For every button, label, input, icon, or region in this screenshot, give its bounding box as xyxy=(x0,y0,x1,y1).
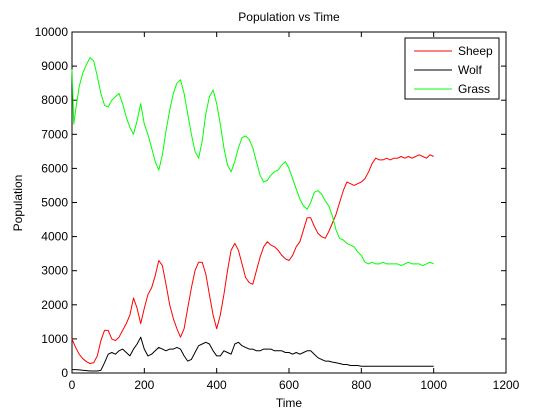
x-tick-label: 200 xyxy=(134,378,154,392)
y-tick-label: 4000 xyxy=(41,230,68,244)
x-axis-ticks: 0 200 400 600 800 1000 1200 xyxy=(69,32,520,392)
y-tick-label: 8000 xyxy=(41,93,68,107)
y-tick-label: 7000 xyxy=(41,127,68,141)
series-line-grass xyxy=(71,57,434,267)
x-axis-label: Time xyxy=(276,396,303,410)
y-tick-label: 10000 xyxy=(35,25,69,39)
y-tick-label: 1000 xyxy=(41,332,68,346)
y-tick-label: 5000 xyxy=(41,196,68,210)
y-tick-label: 2000 xyxy=(41,298,68,312)
x-tick-label: 800 xyxy=(351,378,371,392)
y-tick-label: 9000 xyxy=(41,59,68,73)
legend-label-wolf: Wolf xyxy=(458,63,482,77)
series-lines xyxy=(71,57,434,372)
y-tick-label: 6000 xyxy=(41,161,68,175)
series-line-wolf xyxy=(72,336,434,372)
legend: Sheep Wolf Grass xyxy=(404,37,500,100)
x-tick-label: 400 xyxy=(207,378,227,392)
y-axis-ticks: 0 1000 2000 3000 4000 5000 6000 7000 8000 9000 100… xyxy=(35,25,506,380)
x-tick-label: 1000 xyxy=(420,378,447,392)
y-tick-label: 0 xyxy=(61,366,68,380)
y-tick-label: 3000 xyxy=(41,264,68,278)
legend-label-grass: Grass xyxy=(458,82,490,96)
chart-title: Population vs Time xyxy=(238,10,340,24)
legend-label-sheep: Sheep xyxy=(458,44,493,58)
x-tick-label: 0 xyxy=(69,378,76,392)
x-tick-label: 600 xyxy=(279,378,299,392)
series-line-sheep xyxy=(71,154,434,364)
x-tick-label: 1200 xyxy=(493,378,520,392)
y-axis-label: Population xyxy=(11,175,25,232)
